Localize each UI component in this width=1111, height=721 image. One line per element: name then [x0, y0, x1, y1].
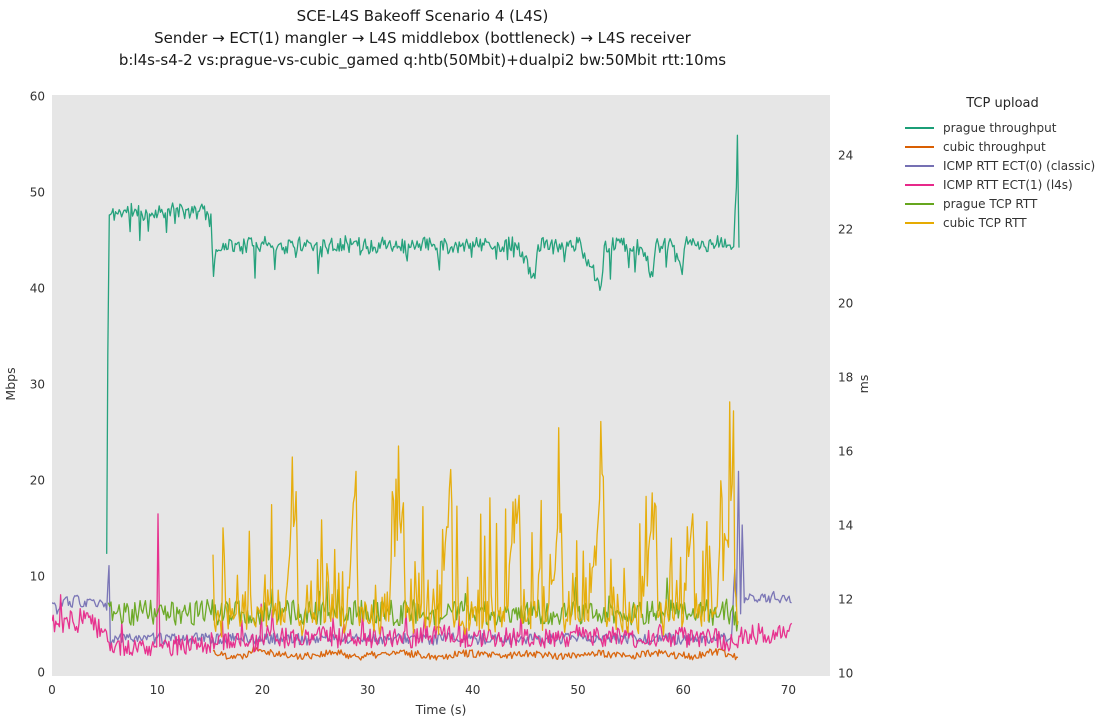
- series-line-prague-throughput: [106, 134, 740, 554]
- legend-item: cubic TCP RTT: [905, 213, 1110, 232]
- y-right-tick-label: 14: [838, 519, 853, 533]
- y-left-tick-label: 40: [30, 281, 45, 295]
- y-left-tick-label: 50: [30, 185, 45, 199]
- legend-swatch-line: [905, 164, 934, 167]
- chart-title: SCE-L4S Bakeoff Scenario 4 (L4S) Sender …: [0, 5, 845, 71]
- legend-item-label: ICMP RTT ECT(0) (classic): [943, 158, 1096, 173]
- legend-swatch-line: [905, 126, 934, 129]
- legend-title: TCP upload: [966, 96, 1039, 111]
- y-right-tick-label: 16: [838, 445, 853, 459]
- y-left-tick-label: 60: [30, 89, 45, 103]
- series-line-cubic-tcp-rtt: [212, 401, 739, 638]
- x-tick-label: 30: [360, 683, 375, 697]
- legend-item-label: cubic throughput: [943, 139, 1046, 154]
- y-left-tick-label: 10: [30, 569, 45, 583]
- legend-swatch-line: [905, 183, 934, 186]
- x-tick-label: 50: [570, 683, 585, 697]
- y-left-tick-label: 20: [30, 473, 45, 487]
- legend-item-label: cubic TCP RTT: [943, 215, 1027, 230]
- y-left-tick-label: 0: [37, 665, 45, 679]
- legend-item: ICMP RTT ECT(1) (l4s): [905, 175, 1110, 194]
- legend-item: ICMP RTT ECT(0) (classic): [905, 156, 1110, 175]
- legend-swatch-line: [905, 202, 934, 205]
- x-axis-title: Time (s): [415, 702, 467, 717]
- legend-item-label: prague TCP RTT: [943, 196, 1038, 211]
- y-left-axis-title: Mbps: [3, 367, 18, 400]
- x-tick-label: 40: [465, 683, 480, 697]
- x-tick-label: 10: [150, 683, 165, 697]
- series-line-cubic-throughput: [212, 646, 739, 661]
- legend-item-label: ICMP RTT ECT(1) (l4s): [943, 177, 1073, 192]
- legend-item: prague TCP RTT: [905, 194, 1110, 213]
- y-right-tick-label: 20: [838, 296, 853, 310]
- plot-background: [52, 95, 830, 676]
- y-right-tick-label: 24: [838, 148, 853, 162]
- chart-title-line-1: SCE-L4S Bakeoff Scenario 4 (L4S): [296, 7, 549, 25]
- chart-title-line-3: b:l4s-s4-2 vs:prague-vs-cubic_gamed q:ht…: [118, 51, 727, 69]
- legend-swatch-line: [905, 221, 934, 224]
- x-tick-label: 70: [781, 683, 796, 697]
- legend-item-label: prague throughput: [943, 120, 1057, 135]
- x-tick-label: 20: [255, 683, 270, 697]
- legend-items: prague throughput cubic throughput ICMP RT…: [905, 118, 1110, 232]
- series-line-icmp-rtt-ect-1-l4s-: [52, 513, 793, 657]
- y-right-axis-title: ms: [856, 375, 871, 394]
- y-right-tick-label: 22: [838, 222, 853, 236]
- legend: TCP upload prague throughput cubic throug…: [905, 96, 1110, 232]
- y-left-tick-label: 30: [30, 377, 45, 391]
- y-right-tick-label: 12: [838, 593, 853, 607]
- legend-item: cubic throughput: [905, 137, 1110, 156]
- legend-item: prague throughput: [905, 118, 1110, 137]
- y-right-tick-label: 10: [838, 667, 853, 681]
- x-tick-label: 60: [676, 683, 691, 697]
- x-tick-label: 0: [48, 683, 56, 697]
- y-right-tick-label: 18: [838, 370, 853, 384]
- legend-swatch-line: [905, 145, 934, 148]
- chart-title-line-2: Sender → ECT(1) mangler → L4S middlebox …: [154, 29, 691, 47]
